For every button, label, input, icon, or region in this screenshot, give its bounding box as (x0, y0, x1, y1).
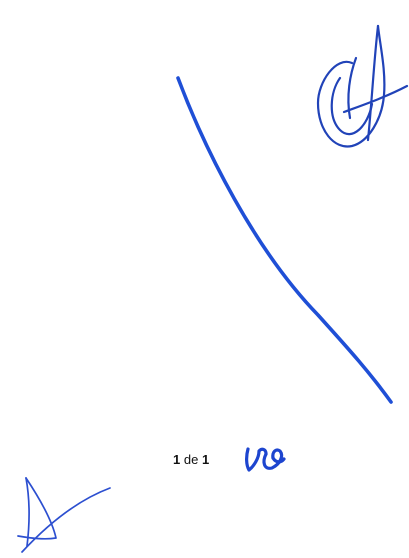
page-total: 1 (201, 452, 210, 467)
initials-bottom (245, 447, 286, 472)
diagonal-cancel-line (176, 76, 393, 404)
signature-bottom-left (17, 477, 111, 553)
page-current: 1 (173, 452, 181, 467)
page-separator: de (183, 452, 199, 467)
signature-top-right (316, 24, 409, 148)
page-counter: 1 de 1 (173, 452, 209, 467)
